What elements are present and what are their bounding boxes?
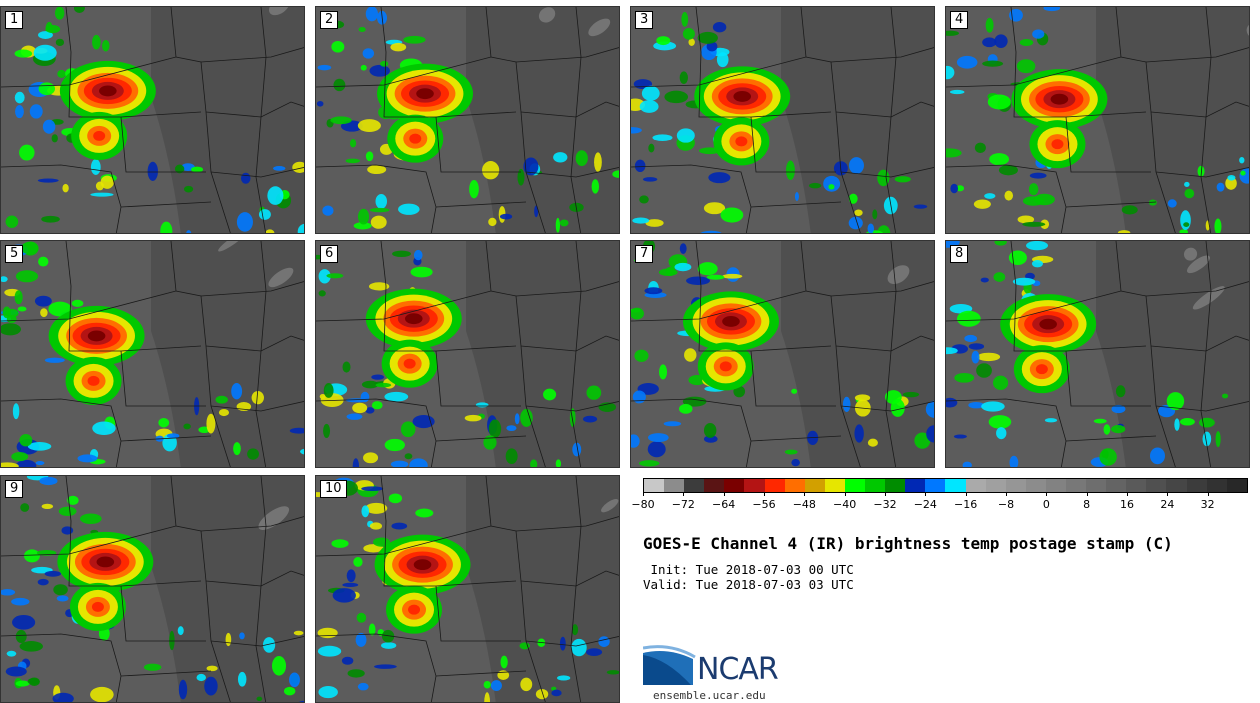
map-panel-9: 9: [0, 475, 305, 703]
colorbar-segment: [1045, 479, 1066, 492]
ncar-logo-icon: [643, 645, 696, 685]
init-time: Init: Tue 2018-07-03 00 UTC: [643, 562, 854, 577]
map-3: [631, 7, 934, 233]
tick-label: 16: [1120, 498, 1134, 511]
map-7: [631, 241, 934, 467]
colorbar-segment: [824, 479, 845, 492]
tick-label: 24: [1160, 498, 1175, 511]
tick-label: −56: [752, 498, 776, 511]
tick-label: −80: [631, 498, 655, 511]
colorbar-segment: [1025, 479, 1046, 492]
tick-label: 0: [1042, 498, 1050, 511]
tick-label: −8: [997, 498, 1015, 511]
tick-mark: [1006, 492, 1007, 496]
map-10: [316, 476, 619, 702]
tick-label: 8: [1083, 498, 1091, 511]
tick-mark: [683, 492, 685, 496]
colorbar-segment: [945, 479, 966, 492]
colorbar-segment: [1226, 479, 1247, 492]
colorbar-segment: [844, 479, 866, 492]
tick-label: −24: [913, 498, 937, 511]
tick-mark: [1167, 492, 1169, 496]
panel-label: 9: [5, 480, 24, 498]
colorbar-segment: [724, 479, 745, 492]
colorbar-segment: [1106, 479, 1127, 492]
map-6: [316, 241, 619, 467]
tick-mark: [804, 492, 806, 496]
page-title: GOES-E Channel 4 (IR) brightness temp po…: [643, 534, 1173, 553]
colorbar-segment: [965, 479, 986, 492]
colorbar-segment: [804, 479, 825, 492]
colorbar-segment: [684, 479, 705, 492]
logo-text: NCAR: [697, 652, 779, 687]
map-panel-6: 6: [315, 240, 620, 468]
colorbar-segment: [704, 479, 725, 492]
colorbar-segment: [885, 479, 906, 492]
tick-mark: [1086, 492, 1088, 496]
colorbar-segment: [925, 479, 946, 492]
colorbar-segment: [1146, 479, 1167, 492]
panel-label: 7: [635, 245, 654, 263]
colorbar-segment: [1065, 479, 1087, 492]
tick-mark: [1127, 492, 1128, 496]
panel-label: 4: [950, 11, 969, 29]
colorbar-segment: [985, 479, 1006, 492]
colorbar-segment: [744, 479, 765, 492]
map-panel-8: 8: [945, 240, 1250, 468]
colorbar-segment: [644, 479, 665, 492]
map-9: [1, 476, 304, 702]
map-panel-10: 10: [315, 475, 620, 703]
colorbar-segment: [1086, 479, 1107, 492]
tick-label: −48: [792, 498, 816, 511]
colorbar: [643, 478, 1248, 493]
map-panel-5: 5: [0, 240, 305, 468]
map-1: [1, 7, 304, 233]
tick-label: −64: [712, 498, 736, 511]
tick-label: 32: [1200, 498, 1215, 511]
tick-label: −72: [671, 498, 695, 511]
colorbar-segment: [1005, 479, 1026, 492]
map-2: [316, 7, 619, 233]
colorbar-segment: [664, 479, 685, 492]
map-panel-2: 2: [315, 6, 620, 234]
logo-url[interactable]: ensemble.ucar.edu: [653, 689, 766, 702]
colorbar-segment: [784, 479, 805, 492]
colorbar-segment: [865, 479, 886, 492]
tick-label: −16: [954, 498, 978, 511]
tick-mark: [885, 492, 886, 496]
colorbar-segment: [1126, 479, 1147, 492]
tick-mark: [1046, 492, 1048, 496]
tick-mark: [1207, 492, 1209, 496]
panel-label: 10: [320, 480, 347, 498]
panel-label: 8: [950, 245, 969, 263]
colorbar-segment: [1186, 479, 1207, 492]
panel-label: 5: [5, 245, 24, 263]
colorbar-segment: [905, 479, 926, 492]
map-panel-3: 3: [630, 6, 935, 234]
tick-mark: [764, 492, 765, 496]
map-5: [1, 241, 304, 467]
map-panel-4: 4: [945, 6, 1250, 234]
valid-time: Valid: Tue 2018-07-03 03 UTC: [643, 577, 854, 592]
tick-mark: [723, 492, 725, 496]
tick-mark: [643, 492, 644, 496]
tick-mark: [925, 492, 927, 496]
map-4: [946, 7, 1249, 233]
map-panel-1: 1: [0, 6, 305, 234]
panel-label: 6: [320, 245, 339, 263]
map-panel-7: 7: [630, 240, 935, 468]
tick-mark: [965, 492, 967, 496]
panel-label: 3: [635, 11, 654, 29]
tick-mark: [844, 492, 846, 496]
tick-label: −40: [833, 498, 857, 511]
colorbar-segment: [1166, 479, 1187, 492]
tick-label: −32: [873, 498, 897, 511]
panel-label: 1: [5, 11, 24, 29]
map-8: [946, 241, 1249, 467]
colorbar-segment: [1206, 479, 1227, 492]
colorbar-segment: [764, 479, 785, 492]
panel-label: 2: [320, 11, 339, 29]
colorbar-ticks: −80 −72 −64 −56 −48 −40 −32 −24 −16 −8 0 8 16 24 32: [631, 492, 1248, 514]
